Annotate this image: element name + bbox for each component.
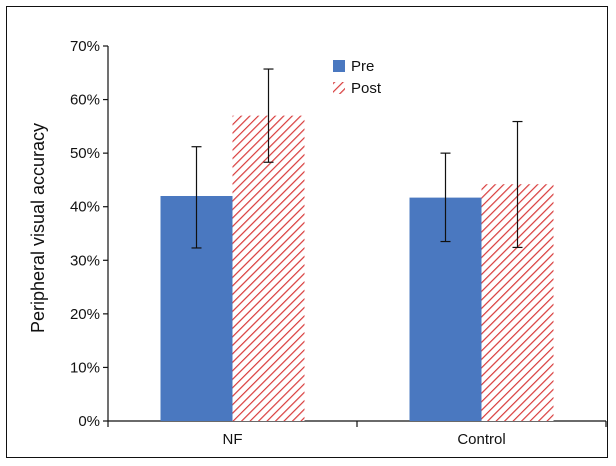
y-tick-label: 50% (70, 145, 100, 162)
y-tick-label: 60% (70, 92, 100, 109)
y-tick-label: 40% (70, 199, 100, 216)
legend-swatch-post (333, 82, 345, 94)
y-axis-title: Peripheral visual accuracy (28, 123, 48, 333)
y-axis: 0% 10% 20% 30% 40% 50% 60% 70% (70, 38, 109, 430)
y-tick-label: 30% (70, 252, 100, 269)
x-tick-label: Control (457, 431, 505, 448)
legend-label-pre: Pre (351, 58, 374, 75)
legend-swatch-pre (333, 60, 345, 72)
bar-post-nf (232, 115, 305, 422)
legend: Pre Post (333, 58, 382, 97)
y-tick-label: 70% (70, 38, 100, 55)
y-tick-label: 10% (70, 359, 100, 376)
error-bars (191, 68, 523, 249)
bars (160, 115, 554, 422)
y-tick-label: 20% (70, 306, 100, 323)
x-axis: NF Control (107, 420, 607, 448)
y-tick-label: 0% (78, 413, 100, 430)
legend-label-post: Post (351, 80, 382, 97)
x-tick-label: NF (223, 431, 243, 448)
